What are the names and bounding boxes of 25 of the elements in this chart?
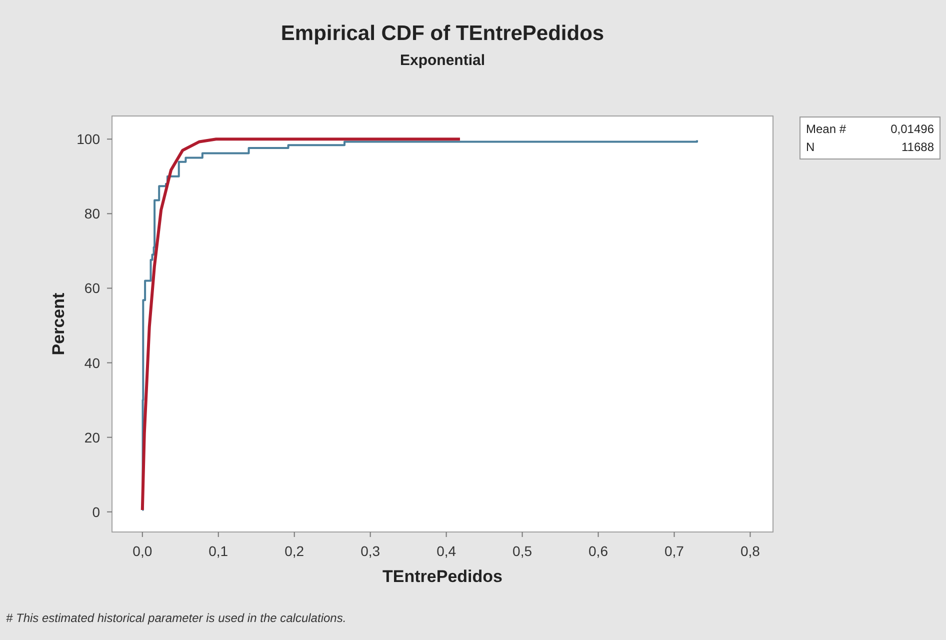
x-axis-title: TEntrePedidos bbox=[382, 567, 502, 586]
text: Mean # bbox=[806, 122, 846, 136]
x-tick-label: 0,6 bbox=[588, 543, 608, 559]
y-tick-label: 40 bbox=[84, 354, 100, 371]
text: 11688 bbox=[902, 140, 934, 154]
line-series bbox=[140, 138, 462, 512]
x-tick-label: 0,8 bbox=[740, 543, 760, 559]
y-axis-title: Percent bbox=[49, 292, 68, 356]
y-tick-label: 80 bbox=[84, 206, 100, 222]
x-tick-label: 0,4 bbox=[436, 543, 456, 559]
x-tick-label: 0,7 bbox=[664, 543, 684, 559]
y-tick-label: 0 bbox=[92, 504, 100, 520]
text: N bbox=[806, 140, 815, 154]
chart-title: Empirical CDF of TEntrePedidos bbox=[280, 22, 604, 45]
chart-subtitle: Exponential bbox=[400, 52, 486, 69]
x-tick-label: 0,3 bbox=[360, 543, 380, 559]
text: # This estimated historical parameter is used in the calculations. bbox=[6, 611, 346, 625]
text: 0,01496 bbox=[890, 122, 934, 136]
x-tick-label: 0,5 bbox=[512, 543, 532, 559]
y-tick-label: 20 bbox=[84, 429, 100, 446]
x-tick-label: 0,2 bbox=[284, 543, 304, 559]
x-tick-label: 0,1 bbox=[208, 543, 228, 559]
y-tick-label: 100 bbox=[76, 131, 100, 148]
y-tick-label: 60 bbox=[84, 280, 100, 296]
x-tick-label: 0,0 bbox=[132, 543, 152, 559]
